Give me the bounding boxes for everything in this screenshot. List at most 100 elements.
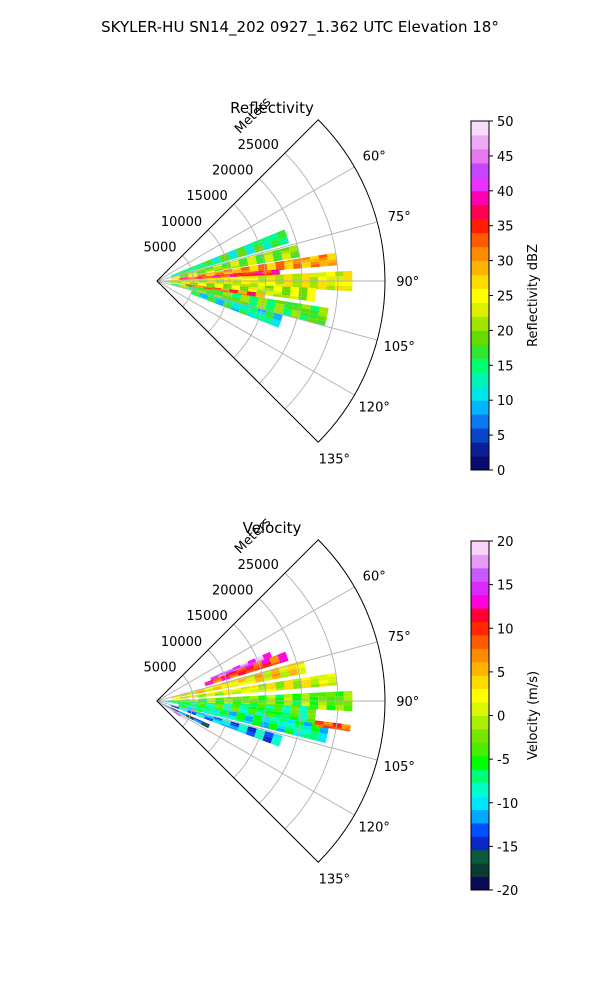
echo-cell: [289, 247, 299, 253]
echo-cell: [230, 265, 240, 269]
echo-cell: [255, 678, 265, 683]
echo-cell: [323, 722, 333, 726]
echo-cell: [295, 720, 304, 726]
echo-cell: [236, 712, 246, 716]
echo-cell: [314, 720, 325, 723]
echo-cell: [282, 307, 293, 314]
echo-cell: [326, 285, 336, 291]
echo-cell: [275, 265, 285, 269]
echo-cell: [196, 688, 205, 692]
echo-cell: [303, 721, 313, 727]
echo-cell: [198, 295, 208, 301]
echo-cell: [254, 272, 263, 275]
echo-cell: [232, 666, 241, 671]
echo-cell: [179, 275, 189, 278]
echo-cell: [307, 706, 317, 711]
echo-cell: [214, 271, 224, 274]
echo-cell: [203, 287, 212, 290]
echo-cell: [197, 287, 207, 291]
echo-cell: [293, 683, 303, 687]
echo-cell: [214, 691, 224, 694]
echo-band: [163, 703, 210, 729]
echo-cell: [232, 664, 241, 670]
echo-cell: [189, 283, 198, 285]
echo-cell: [256, 260, 266, 265]
echo-cell: [187, 710, 197, 715]
echo-cell: [212, 275, 221, 278]
echo-cell: [292, 697, 302, 701]
echo-cell: [232, 269, 241, 272]
echo-cell: [223, 269, 233, 272]
echo-cell: [247, 302, 258, 308]
echo-cell: [210, 713, 220, 717]
echo-cell: [265, 310, 275, 316]
echo-cell: [213, 687, 222, 691]
echo-cell: [248, 284, 258, 288]
echo-cell: [265, 258, 275, 263]
echo-cell: [191, 292, 200, 296]
echo-cell: [170, 273, 180, 277]
echo-cell: [262, 318, 272, 325]
echo-cell: [171, 284, 180, 287]
echo-cell: [206, 272, 215, 275]
echo-cell: [171, 695, 180, 699]
echo-cell: [240, 662, 249, 668]
echo-cell: [204, 263, 214, 268]
echo-cell: [172, 701, 182, 703]
echo-cell: [248, 300, 258, 306]
echo-cell: [179, 271, 188, 275]
echo-cell: [261, 659, 271, 665]
echo-cell: [263, 251, 273, 256]
echo-cell: [246, 313, 256, 319]
echo-cell: [265, 288, 274, 292]
echo-cell: [205, 706, 215, 710]
echo-cell: [256, 287, 266, 291]
echo-band: [164, 270, 353, 292]
echo-cell: [231, 707, 240, 711]
echo-cell: [178, 278, 188, 280]
echo-cell: [195, 263, 204, 268]
echo-cell: [211, 288, 221, 291]
colorbar-segment: [471, 442, 489, 457]
echo-cell: [328, 682, 338, 686]
echo-cell: [239, 308, 249, 314]
echo-cell: [222, 266, 232, 271]
radial-tick-label: 20000: [212, 164, 253, 179]
echo-cell: [228, 726, 238, 732]
echo-cell: [180, 276, 189, 279]
echo-cell: [274, 302, 285, 308]
radial-tick-label: 20000: [212, 584, 253, 599]
echo-cell: [190, 293, 200, 298]
echo-cell: [212, 259, 222, 264]
colorbar-segment: [471, 702, 489, 716]
echo-cell: [256, 707, 266, 711]
echo-cell: [319, 263, 329, 267]
colorbar-segment: [471, 372, 489, 387]
echo-cell: [179, 708, 188, 712]
echo-cell: [273, 733, 283, 739]
echo-cell: [256, 712, 265, 717]
echo-cell: [195, 264, 205, 269]
echo-cell: [300, 273, 310, 278]
echo-cell: [293, 685, 303, 690]
echo-cell: [293, 263, 303, 267]
colorbar-segment: [471, 218, 489, 234]
echo-cell: [290, 286, 300, 291]
echo-cell: [232, 698, 242, 701]
echo-cell: [268, 725, 278, 731]
echo-cell: [246, 680, 256, 685]
echo-cell: [170, 705, 180, 709]
echo-cell: [271, 242, 281, 248]
echo-cell: [263, 733, 274, 739]
echo-cell: [273, 711, 282, 716]
echo-cell: [240, 269, 250, 273]
echo-cell: [231, 284, 241, 287]
echo-cell: [271, 318, 281, 325]
echo-cell: [284, 729, 294, 735]
echo-cell: [179, 707, 188, 711]
echo-cell: [275, 680, 285, 685]
colorbar-segment: [471, 769, 489, 784]
panel-title: Velocity: [243, 519, 302, 537]
azimuth-gridline: [156, 641, 378, 702]
sector-outline: [156, 539, 386, 863]
